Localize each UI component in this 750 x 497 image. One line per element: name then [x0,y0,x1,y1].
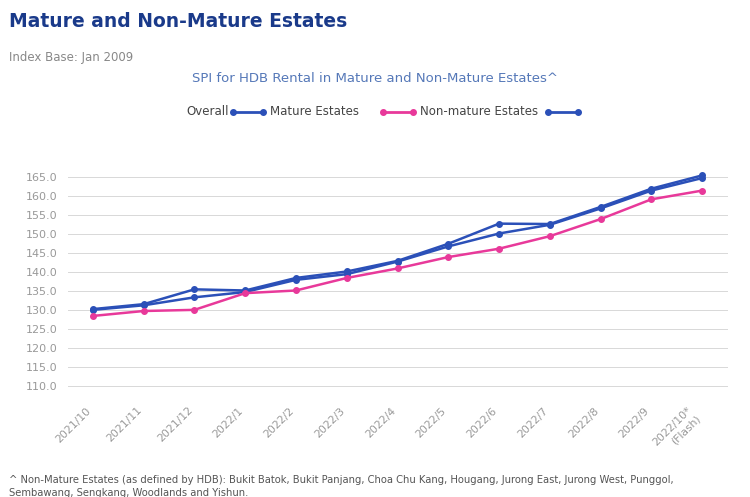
Text: Mature and Non-Mature Estates: Mature and Non-Mature Estates [9,12,347,31]
Text: Index Base: Jan 2009: Index Base: Jan 2009 [9,51,134,64]
Text: ^ Non-Mature Estates (as defined by HDB): Bukit Batok, Bukit Panjang, Choa Chu K: ^ Non-Mature Estates (as defined by HDB)… [9,475,674,497]
Text: Non-mature Estates: Non-mature Estates [420,105,538,118]
Text: Mature Estates: Mature Estates [270,105,359,118]
Text: SPI for HDB Rental in Mature and Non-Mature Estates^: SPI for HDB Rental in Mature and Non-Mat… [192,72,558,85]
Text: Overall: Overall [186,105,229,118]
